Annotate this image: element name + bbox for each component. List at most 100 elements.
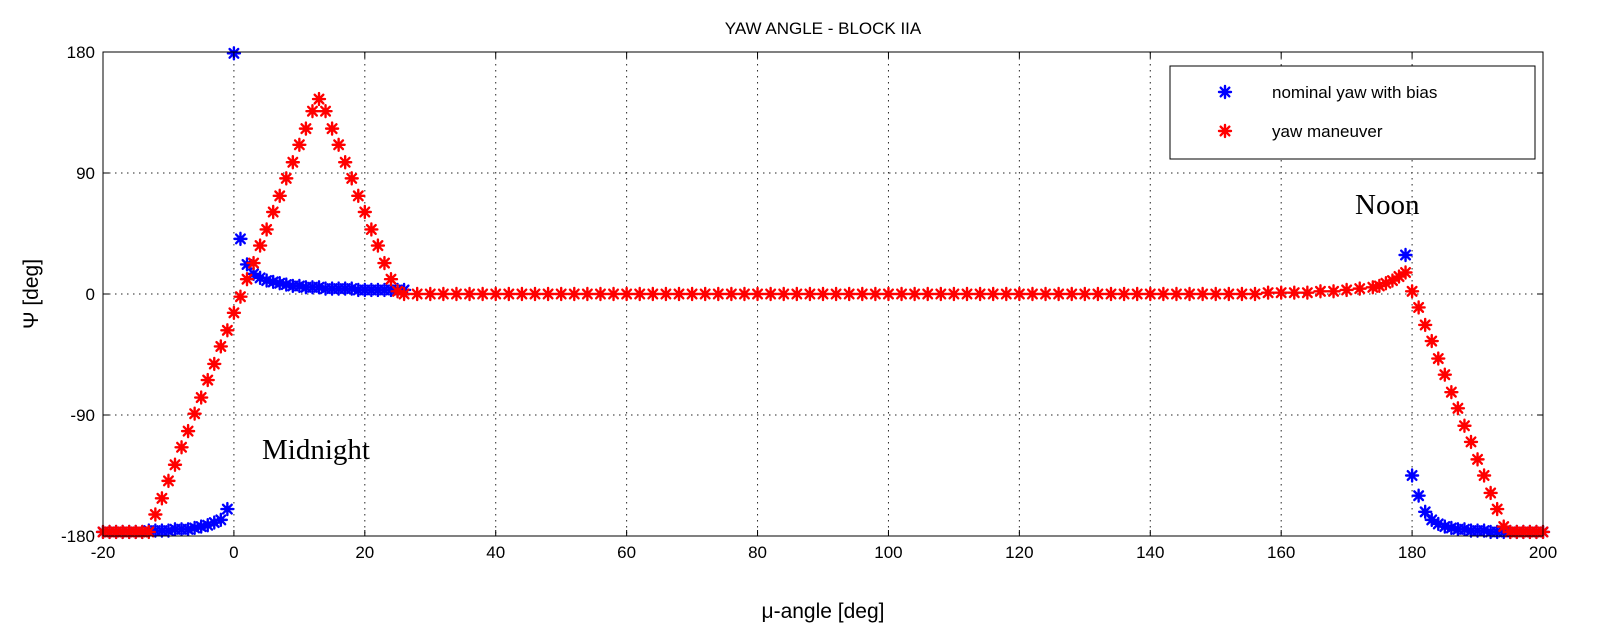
y-axis-label: Ψ [deg] xyxy=(20,259,43,329)
data-point xyxy=(305,103,320,119)
data-point xyxy=(907,286,922,302)
data-point xyxy=(187,520,202,536)
data-point xyxy=(1313,284,1328,299)
x-tick-label: 80 xyxy=(748,543,767,562)
data-point xyxy=(946,286,962,302)
data-point xyxy=(239,272,255,287)
x-tick-label: 180 xyxy=(1398,543,1426,562)
data-point xyxy=(174,440,189,455)
series xyxy=(95,46,1551,540)
data-point xyxy=(351,188,366,204)
data-point xyxy=(220,501,235,517)
data-point xyxy=(750,286,765,302)
data-point xyxy=(1476,468,1492,483)
data-point xyxy=(337,155,353,170)
legend-label-nominal: nominal yaw with bias xyxy=(1272,83,1437,102)
data-point xyxy=(259,222,274,237)
data-point xyxy=(763,286,778,302)
data-point xyxy=(724,286,739,302)
data-point xyxy=(1457,522,1472,537)
data-point xyxy=(1431,516,1446,532)
data-point xyxy=(1483,485,1498,501)
data-point xyxy=(324,121,340,136)
data-point xyxy=(344,171,359,186)
data-point xyxy=(207,515,222,530)
data-point xyxy=(246,266,261,282)
legend-marker-star xyxy=(1217,123,1233,139)
data-point xyxy=(881,286,896,302)
data-point xyxy=(272,188,287,204)
x-tick-label: 40 xyxy=(486,543,505,562)
data-point xyxy=(213,339,229,354)
data-point xyxy=(1385,273,1400,288)
data-point xyxy=(1450,401,1466,416)
data-point xyxy=(1116,286,1132,302)
data-point xyxy=(1398,265,1413,280)
x-tick-label: 160 xyxy=(1267,543,1295,562)
data-point xyxy=(1365,280,1381,295)
data-point xyxy=(985,286,1001,302)
data-point xyxy=(1404,284,1420,299)
data-point xyxy=(436,286,451,302)
data-point xyxy=(246,255,261,271)
data-point xyxy=(180,423,196,439)
data-point xyxy=(298,121,314,136)
data-point xyxy=(272,276,287,291)
data-point xyxy=(1273,285,1289,300)
data-point xyxy=(423,286,438,302)
legend: nominal yaw with bias yaw maneuver xyxy=(1169,65,1536,160)
data-point xyxy=(233,231,248,247)
y-tick-label: -180 xyxy=(61,527,95,546)
data-point xyxy=(364,222,379,237)
data-point xyxy=(1051,286,1066,302)
data-point xyxy=(154,491,170,506)
data-point xyxy=(1404,468,1420,483)
annotation-noon: Noon xyxy=(1355,189,1420,221)
data-point xyxy=(1489,501,1505,517)
legend-marker-maneuver xyxy=(1217,123,1233,139)
data-point xyxy=(1129,286,1145,302)
legend-box xyxy=(1169,65,1536,160)
x-axis-label: μ-angle [deg] xyxy=(761,600,884,623)
data-point xyxy=(920,286,935,302)
data-point xyxy=(894,286,909,302)
data-point xyxy=(475,286,490,302)
x-tick-label: 140 xyxy=(1136,543,1164,562)
data-point xyxy=(1260,285,1276,300)
y-tick-label: 180 xyxy=(67,43,95,62)
data-point xyxy=(527,286,543,302)
data-point xyxy=(200,372,215,388)
data-point xyxy=(1417,317,1433,333)
series-1 xyxy=(95,91,1551,540)
tick-labels: -20 0 20 40 60 80 100 120 140 160 180 200 180 90 0 -90 -… xyxy=(61,43,1557,562)
x-tick-label: 200 xyxy=(1529,543,1557,562)
data-point xyxy=(161,473,176,489)
data-point xyxy=(193,519,209,534)
data-point xyxy=(567,286,582,302)
data-point xyxy=(606,286,621,302)
data-point xyxy=(1012,286,1027,302)
data-point xyxy=(1391,269,1407,284)
chart-title: YAW ANGLE - BLOCK IIA xyxy=(725,19,922,38)
data-point xyxy=(1339,282,1354,298)
data-point xyxy=(1463,434,1479,450)
data-point xyxy=(1444,384,1459,400)
data-point xyxy=(1103,286,1119,302)
data-point xyxy=(213,512,229,528)
data-point xyxy=(383,272,399,287)
x-tick-label: -20 xyxy=(91,543,116,562)
data-point xyxy=(514,286,530,302)
data-point xyxy=(553,286,569,302)
data-point xyxy=(1156,286,1171,302)
data-point xyxy=(1424,333,1439,349)
data-point xyxy=(1300,285,1315,300)
data-point xyxy=(396,286,412,302)
data-point xyxy=(1169,286,1184,302)
data-point xyxy=(684,286,700,302)
data-point xyxy=(318,103,333,119)
data-point xyxy=(1077,286,1093,302)
data-point xyxy=(619,286,634,302)
data-point xyxy=(252,270,268,286)
data-point xyxy=(540,286,556,302)
data-point xyxy=(180,522,196,537)
